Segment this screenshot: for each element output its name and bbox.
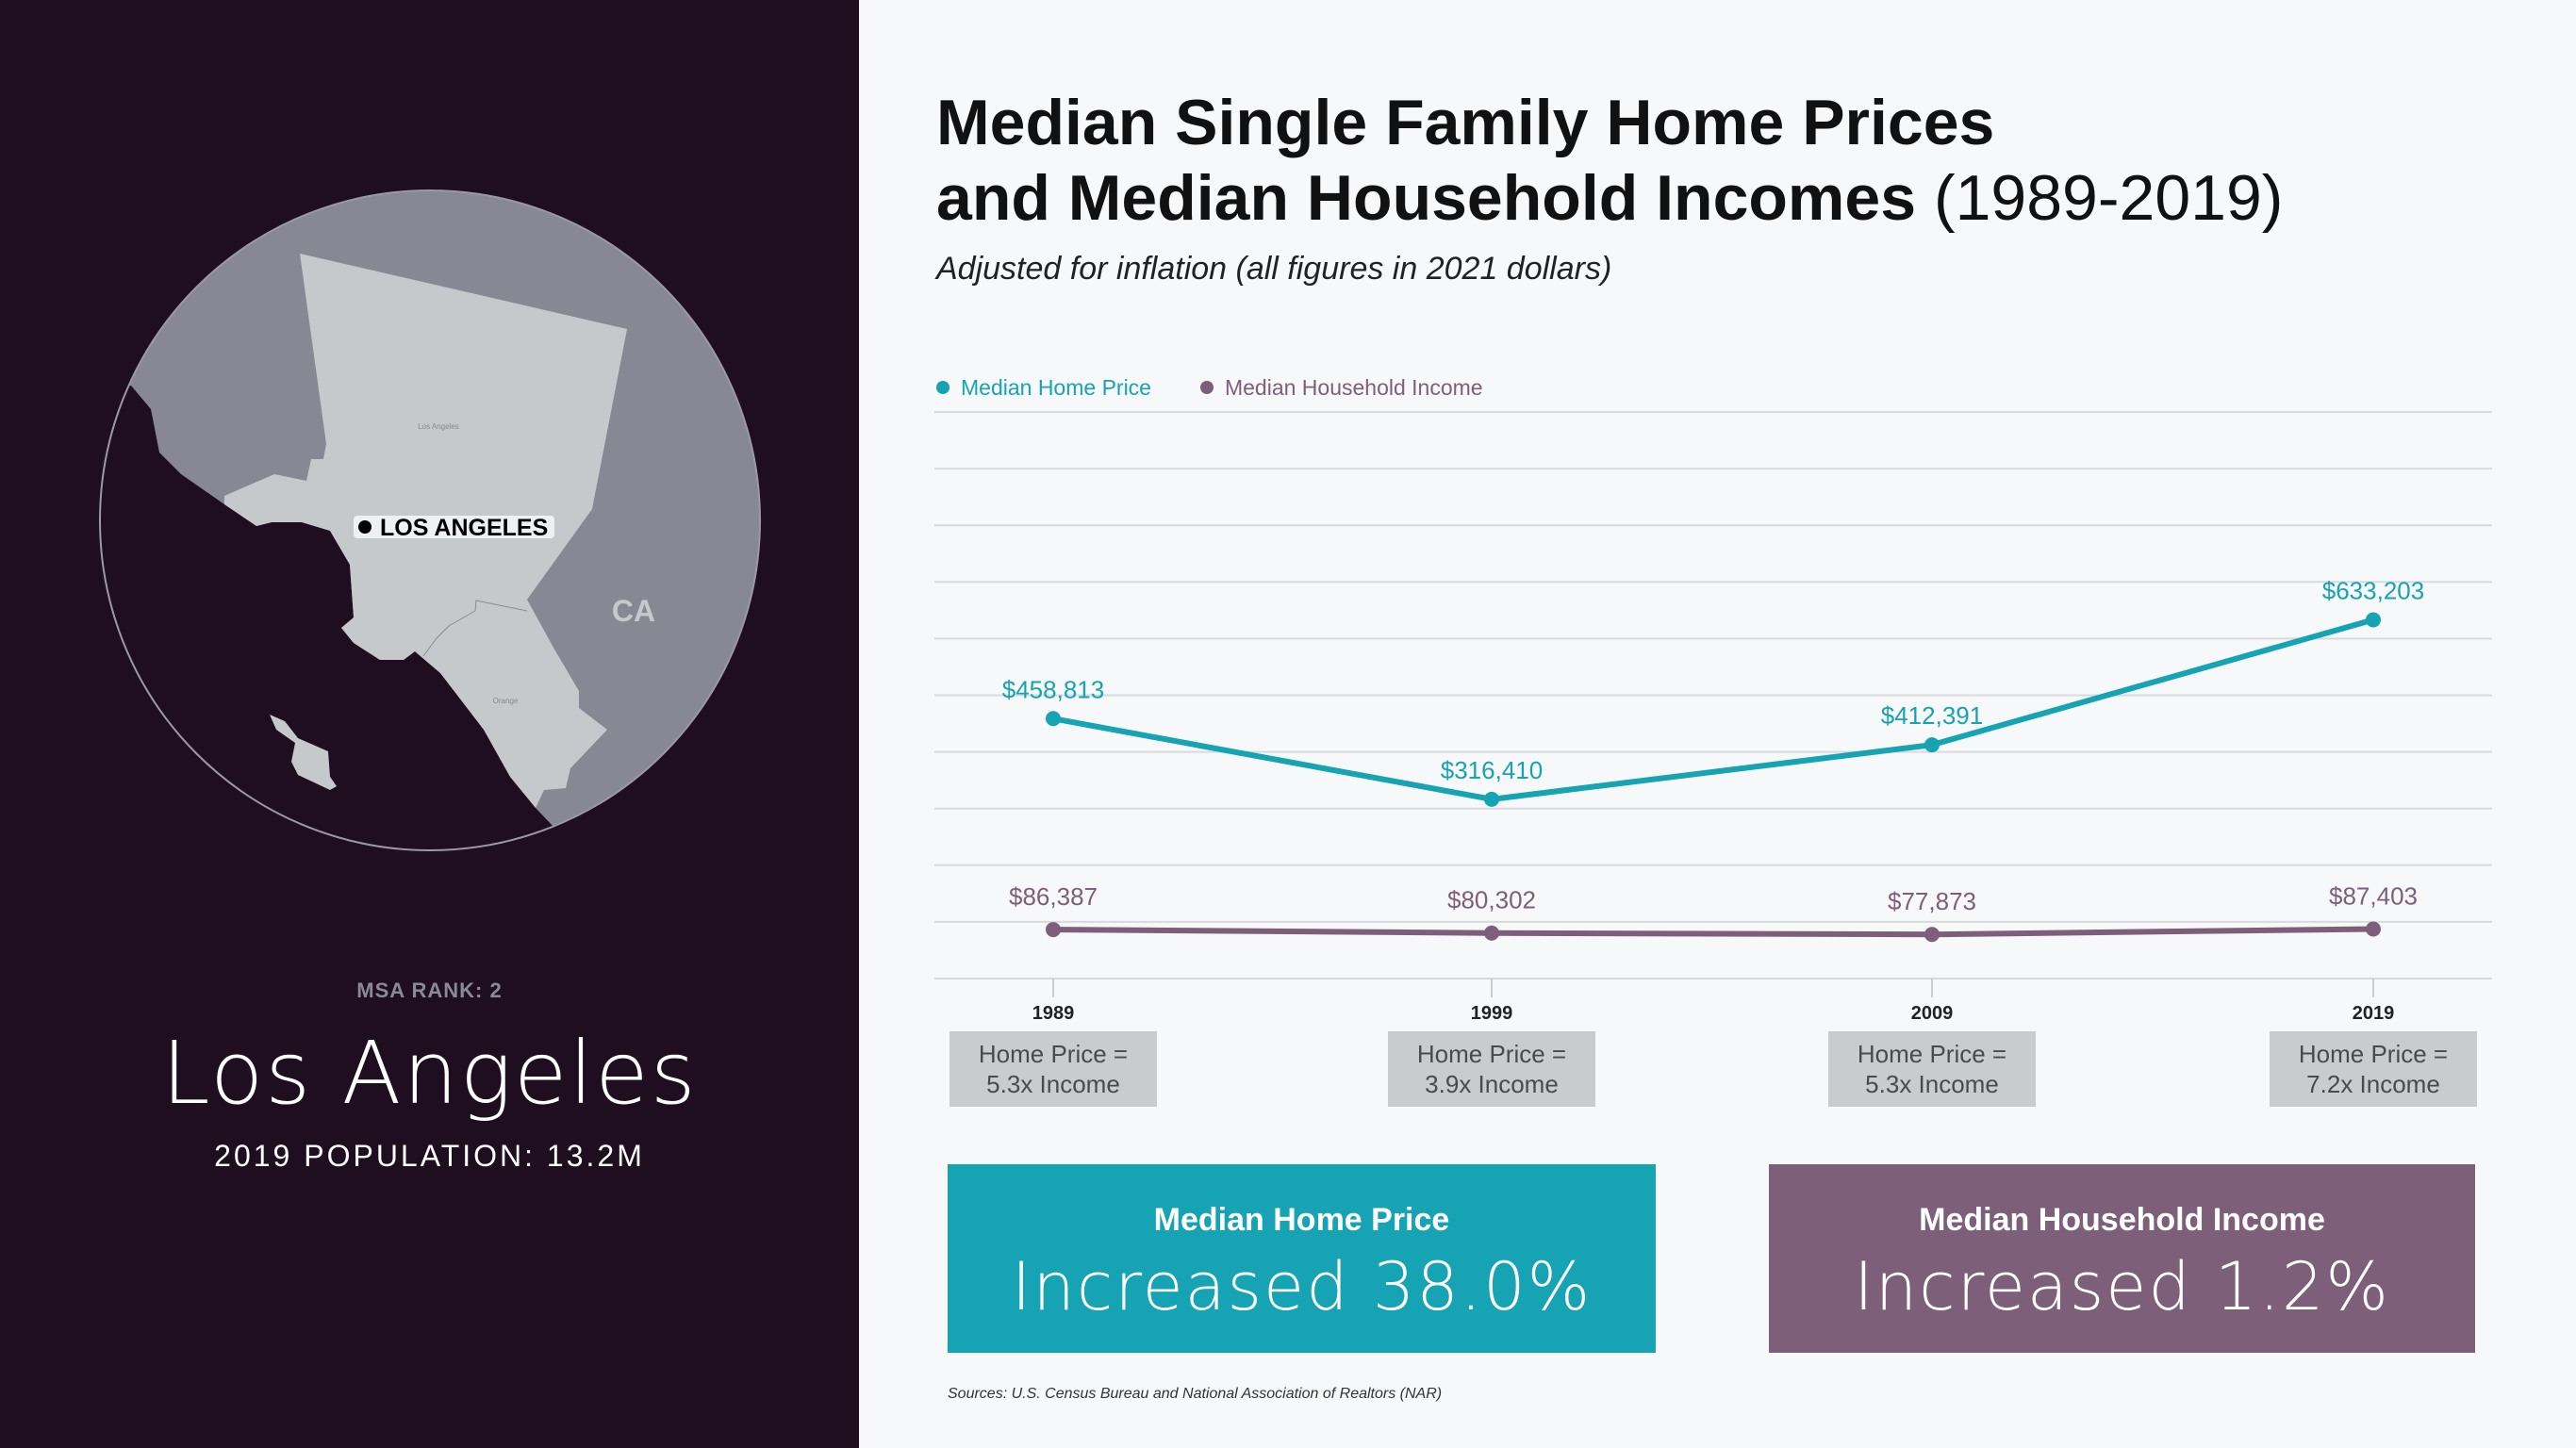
county-label: Los Angeles [418,422,459,431]
map-label-bg [354,516,554,538]
island [270,715,337,790]
msa-rank: MSA RANK: 2 [356,979,503,1002]
ratio-text: 5.3x Income [986,1070,1120,1098]
city-name: Los Angeles [161,1023,698,1124]
ratio-text: 3.9x Income [1425,1070,1559,1098]
ratio-text: Home Price = [2298,1040,2449,1068]
series-line-home [1052,617,2374,802]
title-line-1: Median Single Family Home Prices [936,87,1995,158]
county-border [422,600,528,657]
data-point [1046,711,1061,727]
home-price-summary: Median Home Price Increased 38.0% [948,1164,1656,1353]
data-point [2366,612,2381,628]
map-circle-outline [99,189,761,851]
data-label: $80,302 [1447,886,1536,914]
data-label: $458,813 [1002,675,1104,703]
ratio-box: Home Price = 5.3x Income [949,1031,1157,1107]
data-point [1484,791,1499,807]
ratio-text: Home Price = [1857,1040,2007,1068]
summary-value: Increased 1.2% [1854,1248,2390,1325]
population: 2019 POPULATION: 13.2M [214,1139,645,1173]
ratio-text: 7.2x Income [2306,1070,2440,1098]
legend: Median Home Price Median Household Incom… [936,375,1483,401]
legend-item-home: Median Home Price [936,375,1151,401]
ratio-text: Home Price = [1416,1040,1567,1068]
ratio-text: 5.3x Income [1865,1070,1999,1098]
title-line-2: and Median Household Incomes [936,162,1917,234]
county-label: Orange [493,697,519,705]
income-summary: Median Household Income Increased 1.2% [1769,1164,2475,1353]
legend-label: Median Home Price [961,375,1151,400]
ratio-box: Home Price = 5.3x Income [1828,1031,2036,1107]
city-panel: Los Angeles Orange LOS ANGELES CA MSA RA… [0,0,859,1448]
series-line-income [1052,926,2374,938]
state-label: CA [612,594,655,628]
city-marker-icon [358,520,372,534]
data-label: $316,410 [1441,756,1543,784]
data-point [1924,737,1940,753]
legend-dot-icon [1199,381,1214,394]
data-label: $412,391 [1881,701,1983,730]
data-label: $633,203 [2322,576,2424,604]
summary-title: Median Household Income [1919,1202,2325,1238]
x-tick-label: 2019 [2353,1003,2395,1024]
data-point [1484,925,1499,941]
data-label: $86,387 [1009,882,1098,911]
x-tick-label: 1989 [1032,1003,1075,1024]
data-label: $77,873 [1888,887,1976,915]
title-years: (1989-2019) [1933,162,2284,234]
legend-dot-icon [936,381,949,394]
summary-value: Increased 38.0% [1011,1248,1593,1325]
subtitle: Adjusted for inflation (all figures in 2… [936,251,1612,287]
page-title: Median Single Family Home Prices and Med… [936,85,2283,236]
map-city-label: LOS ANGELES [380,515,548,541]
data-point [1046,922,1061,938]
x-tick-label: 2009 [1911,1003,1954,1024]
ratio-text: Home Price = [978,1040,1129,1068]
region-map: Los Angeles Orange LOS ANGELES CA [99,189,761,851]
ratio-box: Home Price = 7.2x Income [2270,1031,2477,1107]
line-chart: 1989 1999 2009 2019 $458,813 $316,410 $412,391… [934,411,2492,1024]
legend-item-income: Median Household Income [1199,375,1483,401]
summary-title: Median Home Price [1153,1202,1450,1238]
ratio-box: Home Price = 3.9x Income [1388,1031,1595,1107]
data-point [1924,927,1940,943]
sources-note: Sources: U.S. Census Bureau and National… [948,1386,1443,1402]
legend-label: Median Household Income [1224,375,1483,400]
data-point [2366,921,2381,937]
x-tick-label: 1999 [1471,1003,1513,1024]
data-label: $87,403 [2329,881,2418,910]
